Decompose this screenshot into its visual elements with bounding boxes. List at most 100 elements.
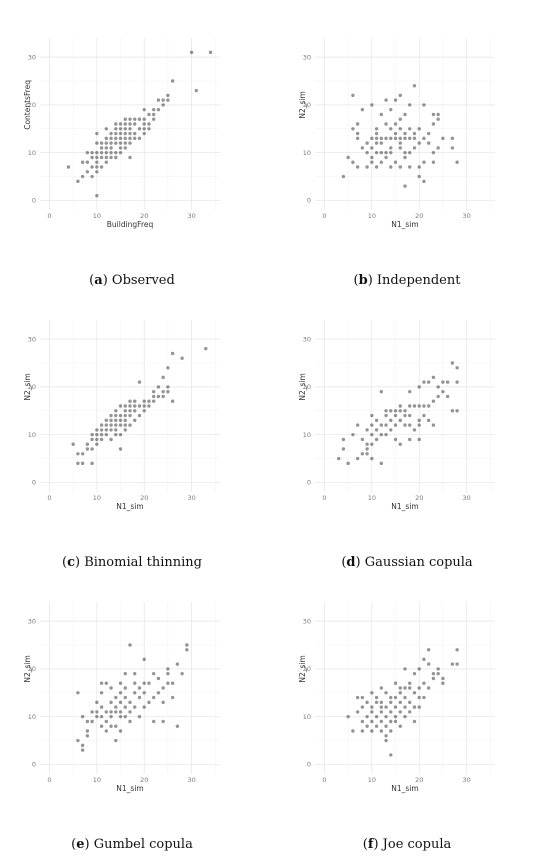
data-point xyxy=(408,413,412,418)
data-point xyxy=(123,146,127,150)
data-point xyxy=(341,447,346,451)
panel-caption: (c) Binomial thinning xyxy=(61,555,202,570)
data-point xyxy=(360,695,365,700)
data-point xyxy=(389,700,393,705)
data-point xyxy=(445,394,450,399)
data-point xyxy=(374,150,379,155)
data-point xyxy=(403,409,407,413)
data-point xyxy=(379,729,384,733)
data-point xyxy=(426,141,431,145)
panel-letter: f xyxy=(367,837,374,852)
data-point xyxy=(351,432,355,437)
data-point xyxy=(389,127,393,131)
data-point xyxy=(365,724,369,728)
panel-caption-text: Independent xyxy=(376,273,461,288)
y-tick-label: 30 xyxy=(303,335,311,343)
data-point xyxy=(166,667,170,671)
data-point xyxy=(137,380,142,384)
y-axis-label: N2_sim xyxy=(23,655,32,682)
data-point xyxy=(76,691,80,695)
data-point xyxy=(142,107,146,112)
data-point xyxy=(403,423,407,427)
data-point xyxy=(370,160,374,164)
data-point xyxy=(95,428,99,432)
panel-caption-text: Observed xyxy=(111,273,175,288)
y-tick-label: 20 xyxy=(28,665,36,673)
x-tick-label: 30 xyxy=(462,776,470,784)
data-point xyxy=(147,700,151,705)
data-point xyxy=(85,170,90,174)
x-tick-label: 30 xyxy=(187,494,195,502)
data-point xyxy=(360,107,365,112)
data-point xyxy=(384,136,388,141)
data-point xyxy=(133,404,137,408)
data-point xyxy=(412,84,417,88)
data-point xyxy=(431,112,436,117)
data-point xyxy=(128,413,132,418)
data-point xyxy=(95,131,99,136)
data-point xyxy=(147,404,151,408)
data-point xyxy=(166,671,170,676)
data-point xyxy=(393,681,398,685)
data-point xyxy=(76,461,80,466)
x-axis-label: N1_sim xyxy=(116,502,143,511)
data-point xyxy=(422,681,426,685)
data-point xyxy=(114,409,118,413)
data-point xyxy=(355,710,360,714)
data-point xyxy=(403,155,407,160)
data-point xyxy=(445,380,450,384)
data-point xyxy=(170,351,175,356)
data-point xyxy=(370,705,374,709)
data-point xyxy=(403,695,407,700)
data-point xyxy=(142,657,146,662)
data-point xyxy=(389,107,393,112)
data-point xyxy=(422,657,426,662)
data-point xyxy=(374,695,379,700)
data-point xyxy=(133,705,137,709)
data-point xyxy=(351,729,355,733)
data-point xyxy=(384,714,388,719)
data-point xyxy=(417,385,421,389)
data-point xyxy=(128,409,132,413)
data-point xyxy=(374,714,379,719)
scatter-plot: 0 10 20 30 0 10 20 30 N1_sim N2_sim xyxy=(298,602,495,793)
data-point xyxy=(393,413,398,418)
data-point xyxy=(109,437,113,442)
data-point xyxy=(403,150,407,155)
data-point xyxy=(109,724,113,728)
data-point xyxy=(90,719,94,724)
panel-caption: (e) Gumbel copula xyxy=(71,837,193,852)
data-point xyxy=(109,423,113,427)
data-point xyxy=(109,428,113,432)
data-point xyxy=(412,136,417,141)
data-point xyxy=(455,366,459,370)
data-point xyxy=(85,160,90,164)
data-point xyxy=(389,136,393,141)
x-tick-label: 0 xyxy=(322,212,326,220)
data-point xyxy=(137,686,142,690)
data-point xyxy=(109,686,113,690)
data-point xyxy=(95,141,99,145)
y-tick-label: 30 xyxy=(303,617,311,625)
data-point xyxy=(398,691,402,695)
data-point xyxy=(379,423,384,427)
data-point xyxy=(166,366,170,370)
data-point xyxy=(142,399,146,403)
data-point xyxy=(389,409,393,413)
data-point xyxy=(114,418,118,423)
data-point xyxy=(436,667,440,671)
data-point xyxy=(426,131,431,136)
data-point xyxy=(389,418,393,423)
data-point xyxy=(137,695,142,700)
data-point xyxy=(360,729,365,733)
x-tick-label: 10 xyxy=(368,776,376,784)
panel-letter: d xyxy=(346,555,356,570)
data-point xyxy=(114,136,118,141)
y-axis-label: N2_sim xyxy=(298,373,307,400)
scatter-panel-d: 0 10 20 30 0 10 20 30 N1_sim N2_sim (d) Gaussian c… xyxy=(298,312,515,577)
y-tick-label: 20 xyxy=(303,665,311,673)
data-point xyxy=(161,719,165,724)
data-point xyxy=(161,103,165,107)
data-point xyxy=(455,648,459,652)
scatter-plot: 0 10 20 30 0 10 20 30 N1_sim N2_sim xyxy=(298,38,495,229)
